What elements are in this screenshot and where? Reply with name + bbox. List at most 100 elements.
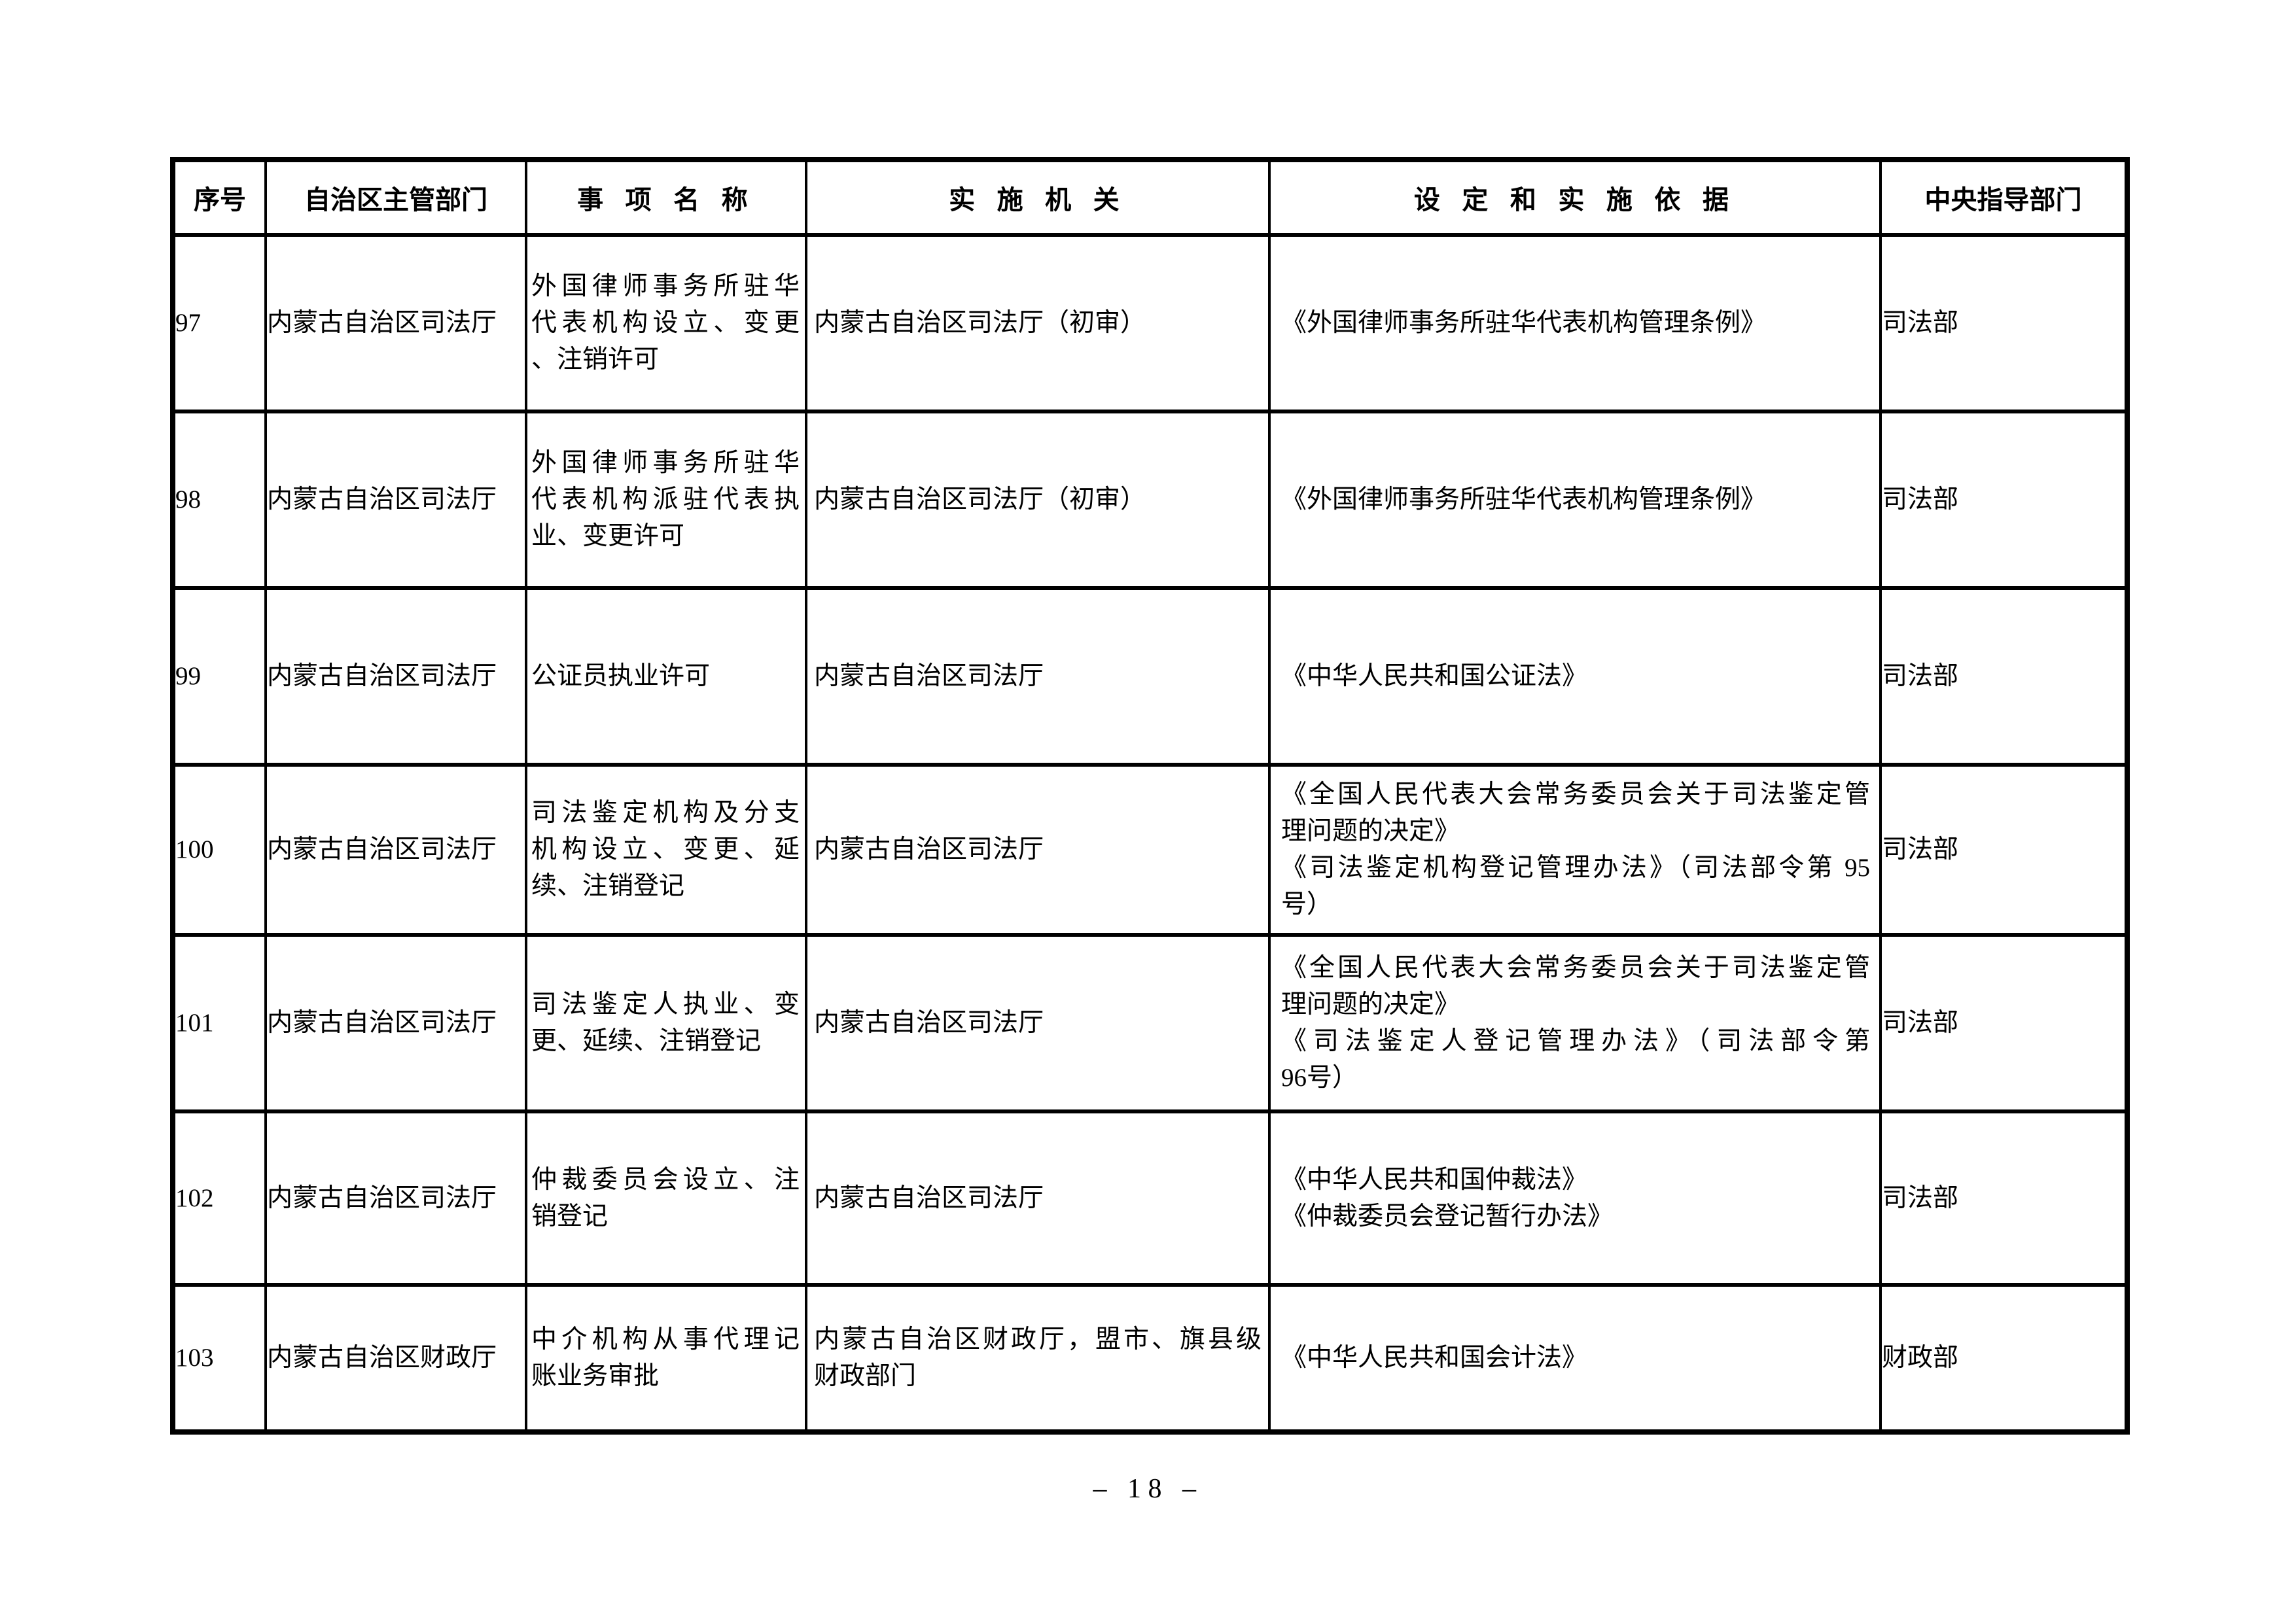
paragraph: 《中华人民共和国仲裁法》 (1281, 1162, 1870, 1198)
text-line: 外国律师事务所驻华 (531, 449, 800, 477)
table-header: 序号 自治区主管部门 事 项 名 称 实 施 机 关 设 定 和 实 施 依 据… (171, 158, 2128, 237)
text-line: 《仲裁委员会登记暂行办法》 (1281, 1202, 1614, 1230)
table-row: 103 内蒙古自治区财政厅 中介机构从事代理记 账业务审批 内蒙古自治区财政厅，盟市、旗… (171, 1283, 2128, 1434)
cell-department: 内蒙古自治区司法厅 (264, 763, 527, 937)
cell-basis: 《中华人民共和国仲裁法》《仲裁委员会登记暂行办法》 (1268, 1109, 1882, 1287)
cell-department: 内蒙古自治区司法厅 (264, 233, 527, 413)
text-line: 号） (1281, 890, 1333, 918)
paragraph: 内蒙古自治区司法厅（初审） (814, 481, 1262, 518)
text-line: 财政部 (1882, 1344, 1959, 1372)
cell-basis: 《中华人民共和国会计法》 (1268, 1283, 1882, 1434)
text-line: 代表机构派驻代表执 (531, 485, 800, 514)
text-line: 内蒙古自治区司法厅 (814, 662, 1044, 690)
paragraph: 司法鉴定机构及分支 机构设立、变更、延 续、注销登记 (531, 795, 800, 905)
text-line: 101 (175, 1009, 214, 1037)
text-line: 96号） (1281, 1064, 1358, 1092)
cell-department: 内蒙古自治区财政厅 (264, 1283, 527, 1434)
text-line: 司法部 (1882, 835, 1959, 864)
text-line: 内蒙古自治区司法厅 (267, 662, 497, 690)
text-line: 内蒙古自治区财政厅，盟市、旗县级 (814, 1325, 1262, 1353)
text-line: 司法部 (1882, 485, 1959, 514)
text-line: 财政部门 (814, 1362, 917, 1390)
text-line: 《全国人民代表大会常务委员会关于司法鉴定管 (1281, 780, 1870, 809)
paragraph: 内蒙古自治区司法厅 (268, 831, 523, 868)
cell-central-guidance: 司法部 (1879, 763, 2128, 937)
cell-item-name: 司法鉴定机构及分支 机构设立、变更、延 续、注销登记 (525, 763, 807, 937)
text-line: 《外国律师事务所驻华代表机构管理条例》 (1281, 309, 1767, 337)
paragraph: 内蒙古自治区司法厅 (268, 481, 523, 518)
paragraph: 司法鉴定人执业、变 更、延续、注销登记 (531, 986, 800, 1060)
cell-item-name: 外国律师事务所驻华 代表机构派驻代表执 业、变更许可 (525, 410, 807, 590)
text-line: 内蒙古自治区司法厅 (814, 835, 1044, 864)
text-line: 98 (175, 485, 201, 514)
paragraph: 内蒙古自治区财政厅 (268, 1340, 523, 1376)
cell-index: 99 (171, 586, 267, 767)
paragraph: 内蒙古自治区司法厅 (267, 1180, 523, 1217)
cell-central-guidance: 财政部 (1879, 1283, 2128, 1434)
column-header-item-name: 事 项 名 称 (525, 158, 807, 237)
paragraph: 外国律师事务所驻华 代表机构设立、变更 、注销许可 (531, 268, 800, 378)
paragraph: 97 (175, 305, 263, 341)
paragraph: 内蒙古自治区财政厅，盟市、旗县级 财政部门 (814, 1321, 1262, 1395)
text-line: 续、注销登记 (531, 872, 685, 900)
table-row: 100 内蒙古自治区司法厅 司法鉴定机构及分支 机构设立、变更、延 续、注销登记 内蒙古自… (171, 763, 2128, 937)
text-line: 中介机构从事代理记 (531, 1325, 800, 1353)
paragraph: 101 (175, 1005, 263, 1041)
text-line: 《中华人民共和国会计法》 (1281, 1344, 1588, 1372)
paragraph: 司法部 (1882, 831, 2125, 868)
text-line: 内蒙古自治区司法厅（初审） (814, 309, 1146, 337)
text-line: 102 (175, 1183, 214, 1212)
column-header-implementing-agency: 实 施 机 关 (805, 158, 1271, 237)
table-row: 98 内蒙古自治区司法厅 外国律师事务所驻华 代表机构派驻代表执 业、变更许可 内蒙古自治… (171, 410, 2128, 590)
paragraph: 内蒙古自治区司法厅 (814, 658, 1262, 695)
text-line: 《中华人民共和国公证法》 (1281, 662, 1588, 690)
text-line: 业、变更许可 (531, 522, 685, 550)
cell-index: 97 (171, 233, 267, 413)
approval-items-table: 序号 自治区主管部门 事 项 名 称 实 施 机 关 设 定 和 实 施 依 据… (170, 157, 2130, 1435)
column-header-index: 序号 (171, 158, 267, 237)
paragraph: 内蒙古自治区司法厅 (814, 1180, 1262, 1217)
text-line: 《司法鉴定机构登记管理办法》（司法部令第 95 (1281, 854, 1870, 882)
text-line: 《司法鉴定人登记管理办法》（司法部令第 (1281, 1027, 1870, 1055)
paragraph: 103 (175, 1340, 263, 1376)
text-line: 司法鉴定人执业、变 (531, 990, 800, 1019)
text-line: 更、延续、注销登记 (531, 1027, 762, 1055)
cell-item-name: 仲裁委员会设立、注 销登记 (525, 1109, 807, 1287)
paragraph: 司法部 (1883, 305, 2125, 341)
paragraph: 99 (175, 658, 263, 695)
text-line: 理问题的决定》 (1281, 990, 1460, 1019)
cell-basis: 《中华人民共和国公证法》 (1268, 586, 1882, 767)
text-line: 账业务审批 (531, 1362, 660, 1390)
paragraph: 内蒙古自治区司法厅 (267, 658, 523, 695)
text-line: 司法鉴定机构及分支 (531, 799, 800, 827)
table-row: 97 内蒙古自治区司法厅 外国律师事务所驻华 代表机构设立、变更 、注销许可 内蒙古自治区… (171, 233, 2128, 413)
text-line: 《外国律师事务所驻华代表机构管理条例》 (1281, 485, 1767, 514)
paragraph: 《全国人民代表大会常务委员会关于司法鉴定管 理问题的决定》 (1281, 777, 1870, 850)
text-line: 司法部 (1882, 662, 1959, 690)
cell-department: 内蒙古自治区司法厅 (264, 1109, 527, 1287)
paragraph: 《司法鉴定机构登记管理办法》（司法部令第 95 号） (1281, 850, 1870, 923)
cell-implementing-agency: 内蒙古自治区司法厅 (805, 1109, 1271, 1287)
paragraph: 仲裁委员会设立、注 销登记 (531, 1162, 800, 1235)
cell-item-name: 公证员执业许可 (525, 586, 807, 767)
paragraph: 外国律师事务所驻华 代表机构派驻代表执 业、变更许可 (531, 445, 800, 555)
text-line: 外国律师事务所驻华 (531, 272, 800, 300)
paragraph: 98 (175, 481, 263, 518)
cell-index: 100 (171, 763, 267, 937)
text-line: 公证员执业许可 (531, 662, 711, 690)
cell-item-name: 外国律师事务所驻华 代表机构设立、变更 、注销许可 (525, 233, 807, 413)
cell-basis: 《全国人民代表大会常务委员会关于司法鉴定管 理问题的决定》《司法鉴定人登记管理办法… (1268, 933, 1882, 1113)
paragraph: 司法部 (1883, 1180, 2125, 1217)
text-line: 内蒙古自治区司法厅 (267, 1009, 497, 1037)
paragraph: 财政部 (1882, 1340, 2125, 1376)
text-line: 内蒙古自治区司法厅 (267, 1183, 497, 1212)
text-line: 《全国人民代表大会常务委员会关于司法鉴定管 (1281, 954, 1870, 982)
text-line: 99 (175, 662, 201, 690)
cell-index: 103 (171, 1283, 267, 1434)
table-row: 101 内蒙古自治区司法厅 司法鉴定人执业、变 更、延续、注销登记 内蒙古自治区司法厅《… (171, 933, 2128, 1113)
header-row: 序号 自治区主管部门 事 项 名 称 实 施 机 关 设 定 和 实 施 依 据… (171, 158, 2128, 237)
column-header-department: 自治区主管部门 (264, 158, 527, 237)
cell-index: 98 (171, 410, 267, 590)
text-line: 司法部 (1882, 1009, 1959, 1037)
paragraph: 司法部 (1882, 1005, 2125, 1041)
